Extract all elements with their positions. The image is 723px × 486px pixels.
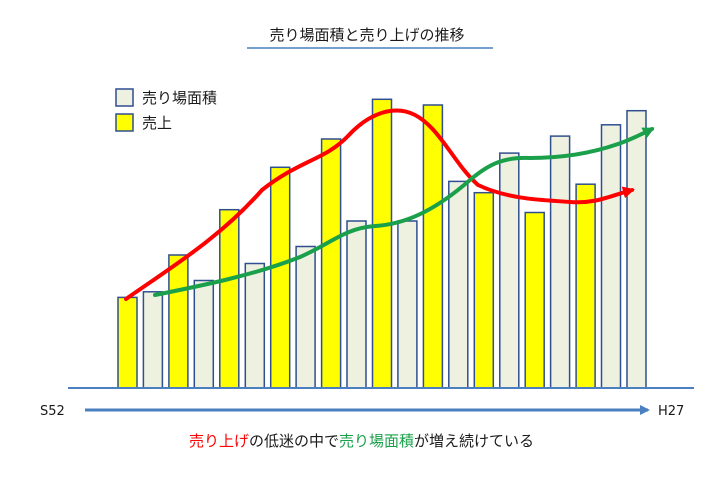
caption-floor-area-text: 売り場面積 (339, 432, 415, 450)
floor-area-bar-17 (549, 135, 571, 389)
sales-bar-8 (320, 138, 342, 389)
floor-area-bar-20 (626, 109, 647, 389)
caption-middle-text: の低迷の中で (248, 432, 339, 450)
sales-bar-0 (117, 296, 138, 389)
floor-area-trend-line (153, 127, 655, 297)
legend-swatch-floor-area (115, 88, 134, 107)
sales-trend-line (124, 108, 635, 301)
sales-bar-16 (524, 211, 545, 389)
sales-bar-18 (575, 183, 596, 389)
sales-bar-10 (371, 98, 393, 389)
caption-end-text: が増え続けている (414, 432, 535, 450)
sales-bar-2 (168, 254, 189, 389)
floor-area-bar-19 (600, 124, 622, 389)
legend: 売り場面積 売上 (115, 88, 217, 132)
floor-area-bar-3 (193, 279, 215, 389)
legend-label-sales: 売上 (142, 114, 172, 132)
floor-area-bar-13 (448, 180, 469, 389)
legend-swatch-sales (115, 113, 134, 132)
time-axis-start-label: S52 (40, 404, 65, 419)
caption-sales-text: 売り上げ (188, 432, 249, 450)
floor-area-bar-7 (295, 245, 316, 389)
floor-area-bar-9 (346, 220, 367, 389)
caption: 売り上げの低迷の中で売り場面積が増え続けている (0, 430, 723, 451)
floor-area-bar-1 (142, 291, 164, 389)
sales-bar-14 (473, 191, 495, 389)
floor-area-bar-11 (397, 220, 418, 389)
sales-bar-4 (219, 208, 240, 389)
sales-bar-6 (269, 166, 291, 389)
sales-bar-12 (422, 104, 444, 389)
floor-area-bar-5 (244, 262, 266, 389)
bars (117, 98, 647, 389)
legend-label-floor-area: 売り場面積 (142, 89, 217, 107)
floor-area-bar-15 (499, 152, 520, 389)
time-axis-end-label: H27 (658, 404, 684, 419)
chart-title: 売り場面積と売り上げの推移 (269, 26, 464, 44)
